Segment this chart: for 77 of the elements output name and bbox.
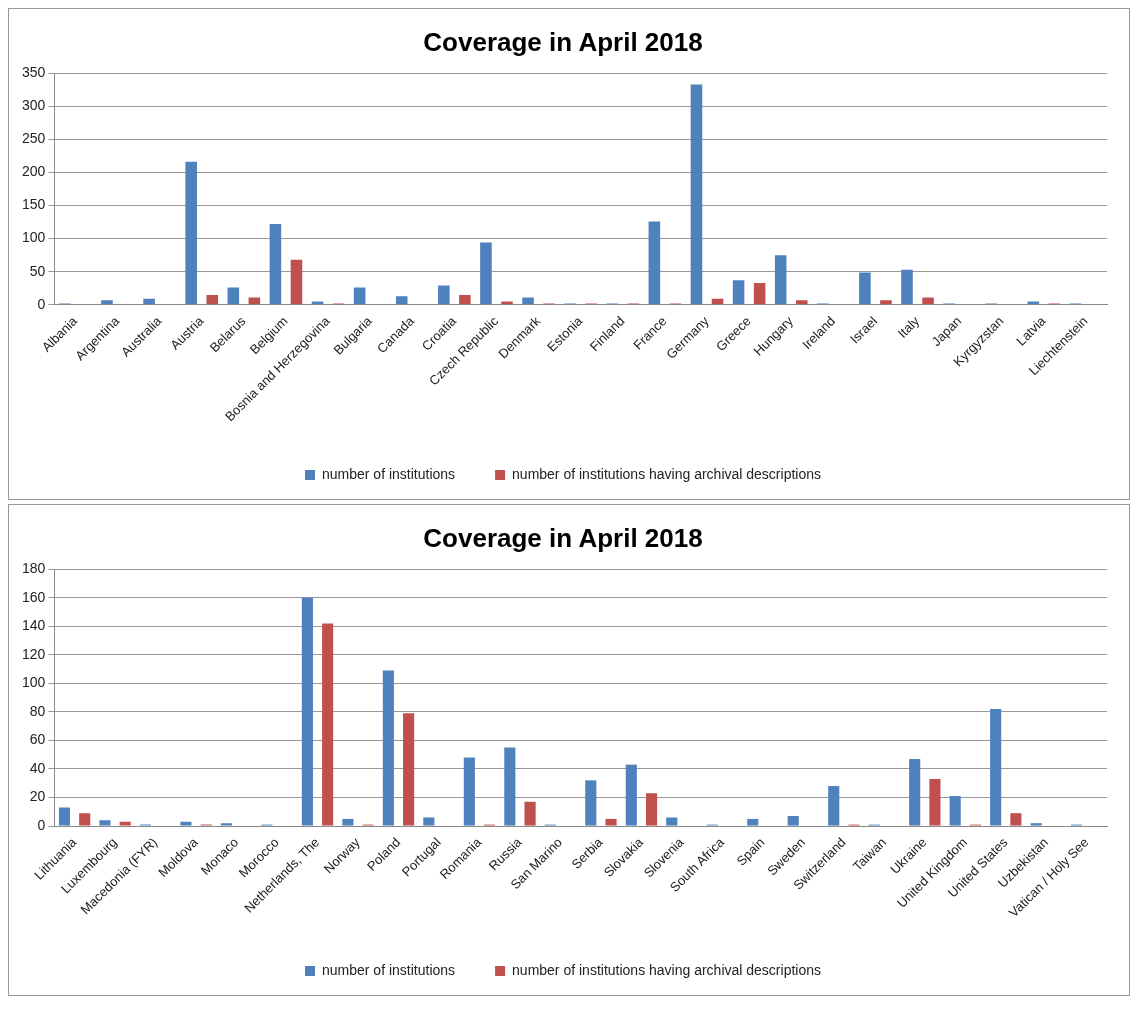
y-tick-label: 160 [22, 588, 46, 605]
y-tick-label: 40 [29, 759, 46, 776]
bar [828, 786, 840, 826]
bar [645, 793, 658, 826]
bar [342, 818, 354, 826]
x-tick-label: Italy [894, 313, 923, 341]
bar [438, 285, 450, 305]
bar [859, 272, 871, 305]
bar [990, 709, 1002, 826]
bar [353, 287, 366, 305]
chart-title: Coverage in April 2018 [423, 522, 703, 553]
bar [463, 757, 475, 826]
bar [648, 221, 661, 305]
legend-label: number of institutions [322, 961, 456, 978]
bar [747, 818, 759, 826]
bar [949, 796, 961, 826]
bar [459, 294, 471, 305]
bar [522, 297, 534, 305]
bar [929, 778, 941, 826]
bar [922, 297, 934, 305]
y-tick-label: 350 [22, 64, 46, 81]
bar [1030, 823, 1042, 826]
y-tick-label: 0 [37, 816, 46, 833]
bar [732, 280, 745, 305]
legend-label: number of institutions having archival descriptions [512, 961, 821, 978]
bar [403, 713, 415, 826]
bar [99, 820, 111, 826]
y-tick-label: 20 [29, 788, 46, 805]
y-tick-label: 100 [22, 674, 46, 691]
bar [774, 255, 787, 305]
bar [753, 282, 766, 305]
bar [79, 813, 91, 826]
bar [269, 224, 282, 305]
y-tick-label: 150 [22, 196, 46, 213]
y-tick-label: 100 [22, 229, 46, 246]
bar [787, 816, 799, 826]
y-tick-label: 140 [22, 617, 46, 634]
bar [605, 818, 617, 826]
bar [795, 300, 808, 305]
y-tick-label: 0 [37, 295, 46, 312]
bar [666, 817, 678, 826]
bar [585, 780, 597, 826]
bar [690, 84, 703, 305]
y-tick-label: 200 [22, 163, 46, 180]
y-tick-label: 60 [29, 731, 46, 748]
legend-label: number of institutions [322, 465, 456, 482]
bar [301, 597, 313, 826]
legend-label: number of institutions having archival descriptions [512, 465, 821, 482]
y-tick-label: 250 [22, 130, 46, 147]
bar [101, 300, 113, 305]
bar [119, 821, 131, 826]
bar [143, 298, 155, 305]
bar [524, 801, 536, 826]
bar [480, 242, 492, 305]
bar [901, 269, 913, 305]
bar [423, 817, 435, 826]
bar [227, 287, 240, 305]
bar [880, 300, 892, 305]
y-tick-label: 50 [29, 262, 46, 279]
bar [504, 747, 516, 826]
y-tick-label: 180 [22, 560, 46, 577]
bar [382, 670, 394, 826]
bar [58, 807, 71, 826]
bar [290, 259, 303, 305]
y-tick-label: 300 [22, 97, 46, 114]
bar [1010, 813, 1022, 826]
bar [185, 161, 197, 305]
bar [909, 758, 921, 826]
y-tick-label: 120 [22, 645, 46, 662]
bar [625, 764, 637, 826]
chart-title: Coverage in April 2018 [423, 26, 703, 57]
bar [180, 821, 192, 826]
bar [322, 623, 334, 826]
bar [395, 296, 408, 305]
bar [206, 294, 219, 305]
y-tick-label: 80 [29, 702, 46, 719]
bar [220, 823, 232, 826]
